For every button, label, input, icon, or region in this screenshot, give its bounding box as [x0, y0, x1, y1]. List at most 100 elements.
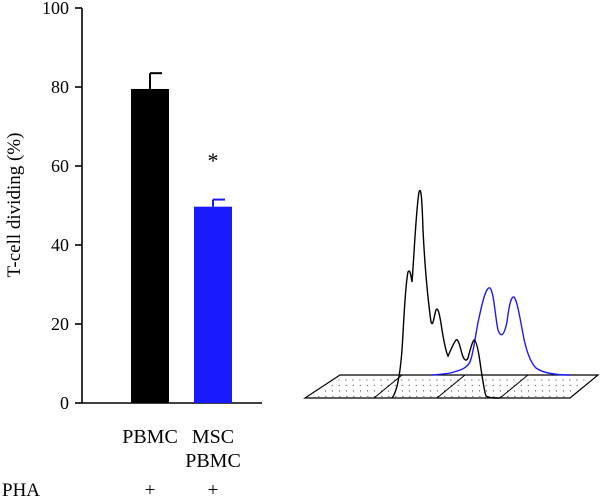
pha-marker: + — [145, 480, 156, 498]
floor-dot — [408, 379, 410, 381]
floor-dot — [583, 379, 585, 381]
floor-dot — [380, 384, 382, 387]
floor-dot — [359, 384, 361, 387]
floor-dot — [465, 395, 467, 398]
y-tick-label: 0 — [60, 393, 69, 413]
floor-dot — [338, 379, 340, 381]
floor-dot — [569, 390, 572, 392]
floor-dot — [409, 395, 411, 398]
floor-dot — [506, 379, 508, 381]
floor-dot — [492, 390, 495, 392]
floor-dot — [345, 390, 348, 392]
floor-dot — [464, 379, 466, 381]
floor-dot — [331, 390, 334, 392]
floor-dot — [395, 395, 397, 398]
floor-dot — [499, 379, 501, 381]
floor-dot — [541, 384, 543, 387]
floor-dot — [402, 395, 404, 398]
floor-dot — [527, 390, 530, 392]
floor-dot — [366, 379, 368, 381]
floor-dot — [562, 384, 564, 387]
histogram-floor-dots — [318, 379, 585, 398]
floor-dot — [429, 384, 431, 387]
floor-dot — [373, 379, 375, 381]
pha-row-label: PHA — [2, 480, 40, 498]
floor-dot — [346, 395, 348, 398]
pha-marker: + — [208, 480, 219, 498]
floor-dot — [548, 384, 550, 387]
category-label: PBMC — [122, 426, 178, 448]
floor-dot — [485, 384, 487, 387]
floor-dot — [464, 384, 466, 387]
floor-dot — [555, 384, 557, 387]
floor-dot — [493, 395, 495, 398]
floor-dot — [352, 384, 354, 387]
floor-dot — [415, 390, 418, 392]
floor-dot — [408, 384, 410, 387]
floor-dot — [436, 384, 438, 387]
histogram-floor — [302, 374, 600, 399]
floor-dot — [429, 379, 431, 381]
histogram-divider — [499, 374, 529, 399]
floor-dot — [332, 395, 334, 398]
y-tick-label: 80 — [51, 77, 69, 97]
category-label: MSC — [192, 426, 234, 448]
floor-dot — [325, 395, 327, 398]
histogram-inset — [302, 189, 600, 399]
floor-dot — [429, 390, 432, 392]
floor-dot — [387, 390, 390, 392]
floor-dot — [387, 379, 389, 381]
floor-dot — [472, 395, 474, 398]
floor-dot — [394, 384, 396, 387]
y-tick-label: 100 — [42, 0, 69, 18]
floor-dot — [549, 395, 551, 398]
floor-dot — [423, 395, 425, 398]
floor-dot — [464, 390, 467, 392]
floor-dot — [520, 390, 523, 392]
floor-dot — [401, 384, 403, 387]
floor-dot — [499, 390, 502, 392]
floor-dot — [548, 390, 551, 392]
floor-dot — [513, 390, 516, 392]
floor-dot — [436, 390, 439, 392]
floor-dot — [422, 384, 424, 387]
floor-dot — [527, 384, 529, 387]
floor-dot — [415, 384, 417, 387]
floor-dot — [485, 390, 488, 392]
floor-dot — [562, 379, 564, 381]
floor-dot — [443, 384, 445, 387]
floor-dot — [338, 384, 340, 387]
floor-dot — [569, 384, 571, 387]
floor-dot — [563, 395, 565, 398]
floor-dot — [492, 384, 494, 387]
floor-dot — [535, 395, 537, 398]
floor-dot — [360, 395, 362, 398]
histogram-divider — [373, 374, 403, 399]
floor-dot — [450, 379, 452, 381]
floor-dot — [569, 379, 571, 381]
floor-dot — [528, 395, 530, 398]
floor-dot — [381, 395, 383, 398]
histogram-trace-pbmc — [391, 189, 501, 399]
floor-dot — [576, 384, 578, 387]
floor-dot — [318, 395, 320, 398]
floor-dot — [451, 395, 453, 398]
floor-dot — [457, 390, 460, 392]
floor-dot — [352, 379, 354, 381]
bar — [131, 88, 169, 403]
floor-dot — [562, 390, 565, 392]
y-tick-label: 20 — [51, 314, 69, 334]
floor-dot — [373, 390, 376, 392]
floor-dot — [527, 379, 529, 381]
floor-dot — [555, 379, 557, 381]
floor-dot — [471, 379, 473, 381]
floor-dot — [380, 379, 382, 381]
floor-dot — [415, 379, 417, 381]
floor-dot — [541, 379, 543, 381]
y-axis-title: T-cell dividing (%) — [4, 133, 25, 278]
floor-dot — [436, 379, 438, 381]
y-tick-label: 60 — [51, 156, 69, 176]
floor-dot — [520, 384, 522, 387]
floor-dot — [521, 395, 523, 398]
